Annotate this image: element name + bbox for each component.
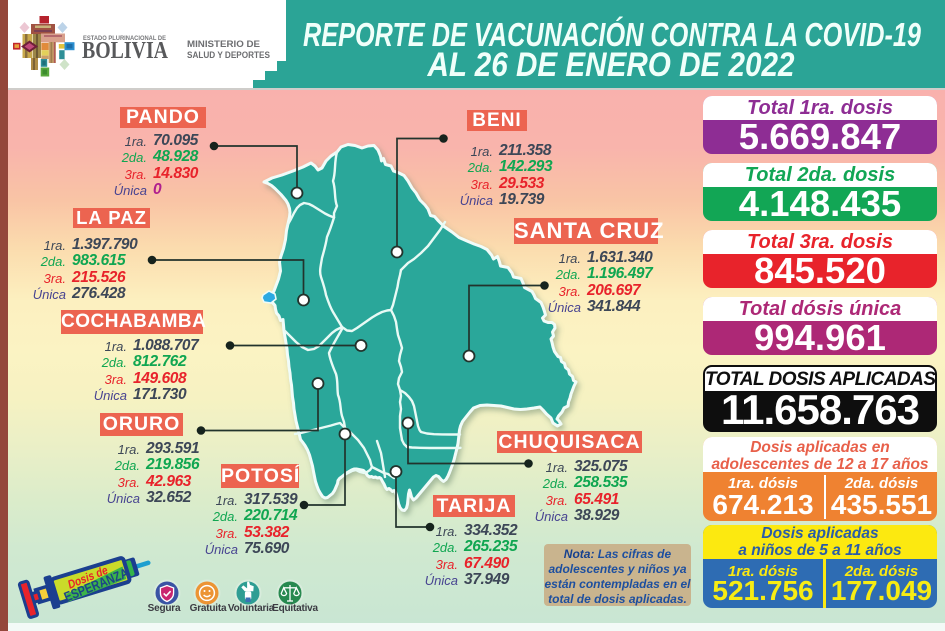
svg-text:REPORTE DE VACUNACIÓN CONTRA L: REPORTE DE VACUNACIÓN CONTRA LA COVID-19 [303,16,921,53]
svg-text:BOLIVIA: BOLIVIA [82,38,169,64]
svg-text:MINISTERIO DE: MINISTERIO DE [187,39,260,50]
svg-text:SALUD Y DEPORTES: SALUD Y DEPORTES [187,50,270,61]
svg-text:AL 26 DE ENERO DE 2022: AL 26 DE ENERO DE 2022 [427,46,795,84]
svg-text:ESTADO PLURINACIONAL DE: ESTADO PLURINACIONAL DE [83,35,167,42]
